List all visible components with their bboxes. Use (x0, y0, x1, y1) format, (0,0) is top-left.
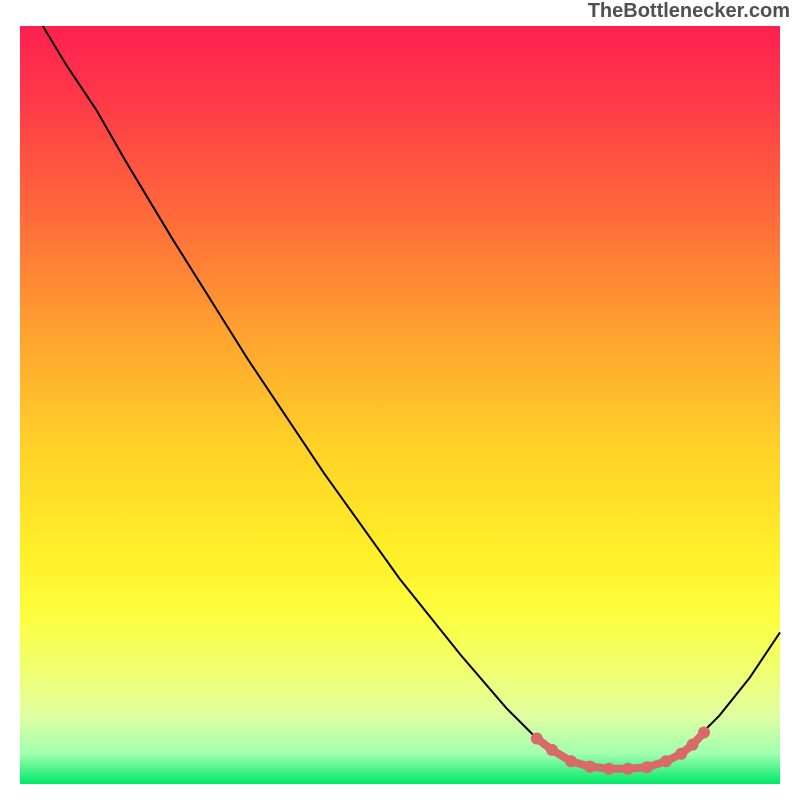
highlight-marker (531, 733, 543, 745)
bottleneck-chart (0, 0, 800, 800)
highlight-marker (622, 763, 634, 775)
plot-background (20, 26, 780, 784)
highlight-marker (641, 761, 653, 773)
highlight-marker (687, 739, 699, 751)
highlight-marker (546, 744, 558, 756)
chart-container: TheBottlenecker.com (0, 0, 800, 800)
highlight-marker (584, 761, 596, 773)
highlight-marker (660, 755, 672, 767)
watermark-text: TheBottlenecker.com (588, 0, 790, 23)
highlight-marker (675, 748, 687, 760)
highlight-marker (603, 763, 615, 775)
highlight-marker (565, 755, 577, 767)
highlight-marker (698, 727, 710, 739)
